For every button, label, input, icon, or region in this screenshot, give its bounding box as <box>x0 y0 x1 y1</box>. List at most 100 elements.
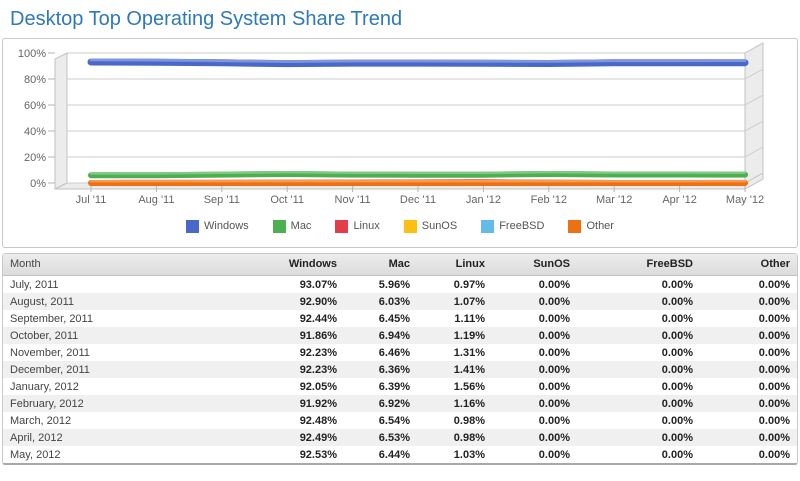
value-cell: 0.00% <box>661 313 693 325</box>
value-cell: 0.00% <box>538 313 570 325</box>
month-cell: September, 2011 <box>10 313 93 325</box>
month-cell: December, 2011 <box>10 364 90 376</box>
y-axis-label: 100% <box>18 48 46 60</box>
value-cell: 0.00% <box>758 381 790 393</box>
value-cell: 0.00% <box>538 432 570 444</box>
column-header-other: Other <box>700 254 797 276</box>
value-cell: 1.56% <box>453 381 485 393</box>
y-axis-label: 80% <box>24 74 46 86</box>
value-cell: 1.41% <box>453 364 485 376</box>
y-axis-label: 40% <box>24 126 46 138</box>
value-cell: 91.92% <box>299 398 337 410</box>
x-axis-label: Jan '12 <box>466 194 501 206</box>
value-cell: 92.05% <box>299 381 337 393</box>
value-cell: 0.00% <box>538 398 570 410</box>
legend-swatch <box>186 219 200 233</box>
value-cell: 93.07% <box>299 279 337 291</box>
value-cell: 92.44% <box>299 313 337 325</box>
table-row: March, 2012 92.48% 6.54% 0.98% 0.00% 0.00% 0.0… <box>3 412 797 429</box>
value-cell: 1.03% <box>453 449 485 461</box>
series-mac <box>88 171 748 179</box>
legend-label: SunOS <box>421 220 458 232</box>
value-cell: 0.00% <box>758 364 790 376</box>
value-cell: 5.96% <box>378 279 410 291</box>
x-axis-label: May '12 <box>726 194 764 206</box>
value-cell: 0.00% <box>661 432 693 444</box>
table-row: August, 2011 92.90% 6.03% 1.07% 0.00% 0.00% 0.… <box>3 293 797 310</box>
value-cell: 6.53% <box>378 432 410 444</box>
value-cell: 0.98% <box>453 432 485 444</box>
month-cell: February, 2012 <box>10 398 84 410</box>
value-cell: 0.00% <box>758 449 790 461</box>
month-cell: January, 2012 <box>10 381 79 393</box>
column-header-freebsd: FreeBSD <box>577 254 700 276</box>
value-cell: 0.00% <box>661 415 693 427</box>
value-cell: 0.00% <box>661 398 693 410</box>
legend-label: Other <box>586 220 614 232</box>
value-cell: 92.23% <box>299 364 337 376</box>
legend-item-mac: Mac <box>272 219 311 233</box>
value-cell: 92.53% <box>299 449 337 461</box>
value-cell: 0.00% <box>758 279 790 291</box>
value-cell: 6.36% <box>378 364 410 376</box>
gridline-wall <box>744 120 764 132</box>
table-row: October, 2011 91.86% 6.94% 1.19% 0.00% 0.00% 0… <box>3 327 797 344</box>
series-windows-highlight <box>89 58 747 63</box>
table-row: April, 2012 92.49% 6.53% 0.98% 0.00% 0.00% 0.0… <box>3 429 797 446</box>
value-cell: 1.19% <box>453 330 485 342</box>
month-cell: October, 2011 <box>10 330 79 342</box>
month-cell: May, 2012 <box>10 449 61 461</box>
value-cell: 6.94% <box>378 330 410 342</box>
table-header-row: Month Windows Mac Linux SunOS FreeBSD Other <box>3 254 797 276</box>
x-axis-label: Oct '11 <box>270 194 304 206</box>
y-axis-label: 20% <box>24 152 46 164</box>
x-axis-label: Mar '12 <box>596 194 632 206</box>
x-axis-label: Nov '11 <box>335 194 371 206</box>
value-cell: 0.97% <box>453 279 485 291</box>
value-cell: 91.86% <box>299 330 337 342</box>
gridline-wall <box>744 94 764 106</box>
value-cell: 1.16% <box>453 398 485 410</box>
value-cell: 0.00% <box>661 347 693 359</box>
value-cell: 0.00% <box>538 415 570 427</box>
legend-swatch <box>272 219 286 233</box>
share-table: Month Windows Mac Linux SunOS FreeBSD Other Ju… <box>3 254 797 463</box>
value-cell: 92.23% <box>299 347 337 359</box>
value-cell: 0.00% <box>758 398 790 410</box>
value-cell: 1.11% <box>454 313 485 325</box>
page-title: Desktop Top Operating System Share Trend <box>10 8 403 30</box>
table-row: July, 2011 93.07% 5.96% 0.97% 0.00% 0.00% 0.00… <box>3 275 797 293</box>
chart-legend: Windows Mac Linux SunOS FreeBSD Other <box>3 213 797 239</box>
value-cell: 0.00% <box>758 415 790 427</box>
value-cell: 0.00% <box>538 347 570 359</box>
x-axis-label: Sep '11 <box>204 194 240 206</box>
value-cell: 0.00% <box>538 449 570 461</box>
value-cell: 0.00% <box>758 296 790 308</box>
value-cell: 0.00% <box>758 330 790 342</box>
gridline-wall <box>744 68 764 80</box>
series-windows <box>87 58 749 68</box>
value-cell: 1.31% <box>453 347 485 359</box>
x-axis-label: Jul '11 <box>76 194 107 206</box>
value-cell: 6.92% <box>378 398 410 410</box>
value-cell: 0.00% <box>758 432 790 444</box>
gridline-wall <box>744 42 764 54</box>
value-cell: 6.39% <box>378 381 410 393</box>
legend-label: Linux <box>353 220 380 232</box>
value-cell: 6.44% <box>378 449 410 461</box>
legend-swatch <box>568 219 582 233</box>
value-cell: 92.48% <box>299 415 337 427</box>
legend-item-linux: Linux <box>335 219 380 233</box>
column-header-mac: Mac <box>344 254 417 276</box>
month-cell: March, 2012 <box>10 415 72 427</box>
x-axis-label: Aug '11 <box>138 194 174 206</box>
value-cell: 6.54% <box>378 415 410 427</box>
table-row: December, 2011 92.23% 6.36% 1.41% 0.00% 0.00%… <box>3 361 797 378</box>
x-axis-label: Feb '12 <box>531 194 567 206</box>
value-cell: 0.00% <box>538 279 570 291</box>
os-share-trend-chart: 100% 80% 60% 40% 20% 0% Jul '11 Aug '11 Sep '11 O… <box>18 42 764 206</box>
legend-item-sunos: SunOS <box>403 219 458 233</box>
value-cell: 0.00% <box>661 381 693 393</box>
column-header-windows: Windows <box>256 254 344 276</box>
legend-swatch <box>481 219 495 233</box>
